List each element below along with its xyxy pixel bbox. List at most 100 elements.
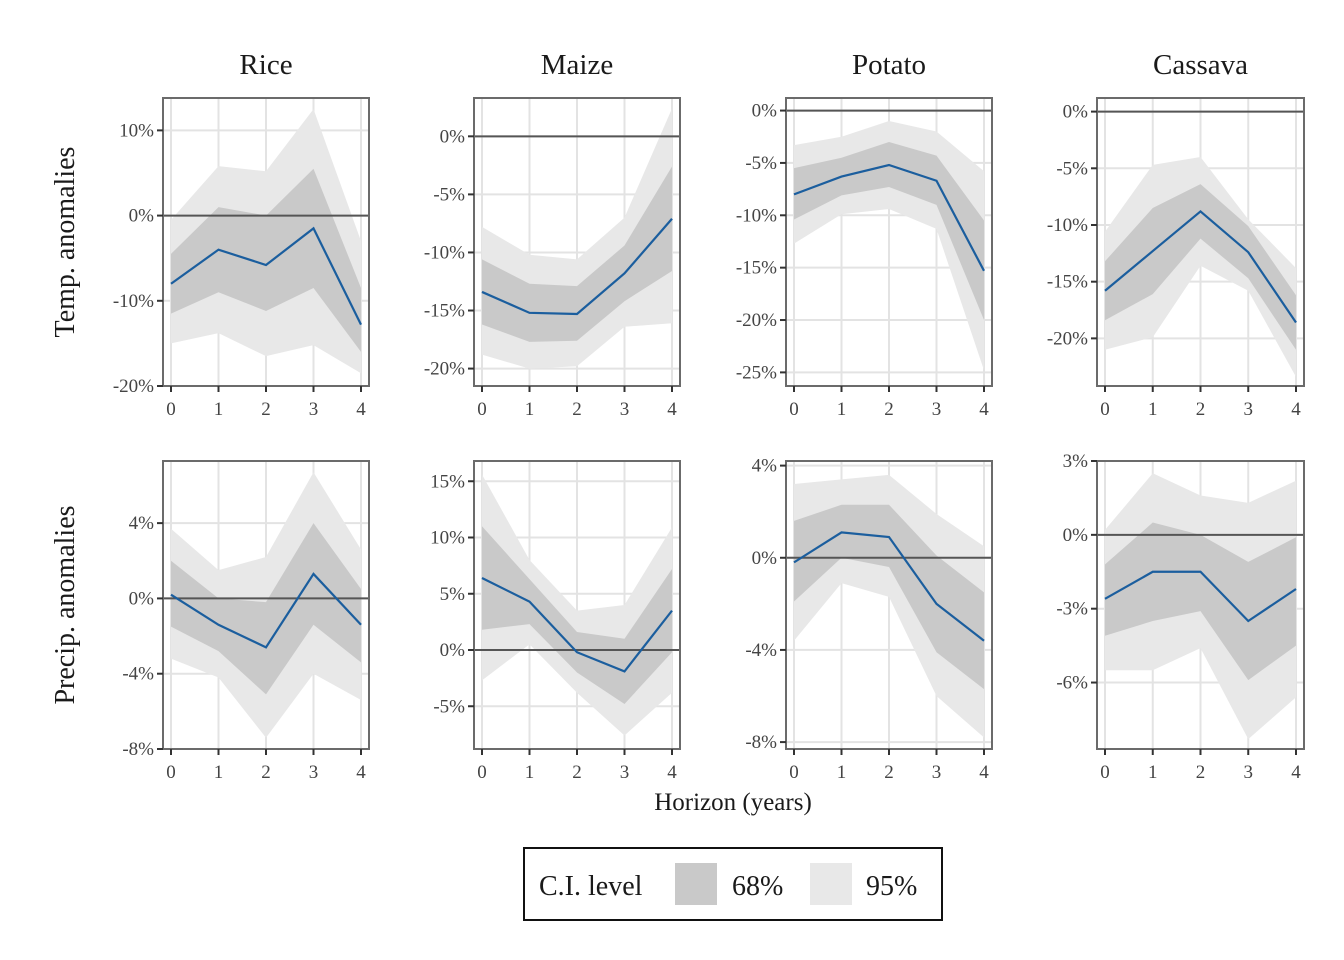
x-tick-label: 2	[572, 762, 582, 783]
x-tick-label: 2	[884, 399, 894, 420]
column-title-cassava: Cassava	[1153, 49, 1248, 81]
y-tick-label: 10%	[430, 528, 465, 549]
column-title-maize: Maize	[541, 49, 613, 81]
x-tick-label: 1	[837, 399, 847, 420]
x-tick-label: 3	[1244, 399, 1254, 420]
x-tick-label: 3	[620, 399, 630, 420]
y-tick-label: -5%	[433, 696, 465, 717]
x-tick-label: 4	[667, 762, 677, 783]
x-tick-label: 4	[667, 399, 677, 420]
x-tick-label: 0	[166, 399, 176, 420]
panel-cassava-precip: 3% 0% -3% -6% 0 1 2 3 4	[1056, 451, 1305, 783]
x-tick-label: 3	[620, 762, 630, 783]
y-tick-label: 0%	[440, 640, 466, 661]
ci-68-band	[1105, 184, 1296, 350]
panel-rice-precip: 4% 0% -4% -8% 0 1 2 3 4	[122, 460, 370, 783]
y-tick-label: 0%	[752, 101, 778, 122]
x-tick-label: 1	[214, 762, 224, 783]
x-tick-label: 3	[1244, 762, 1254, 783]
legend-label-68: 68%	[732, 871, 783, 902]
x-tick-label: 2	[261, 399, 271, 420]
x-tick-label: 4	[1291, 762, 1301, 783]
estimate-line	[481, 577, 673, 673]
legend-title: C.I. level	[539, 871, 643, 902]
estimate-line	[170, 572, 362, 649]
legend-swatch-68	[675, 863, 717, 905]
y-tick-label: -10%	[113, 291, 154, 312]
y-tick-label: -20%	[1047, 328, 1088, 349]
panel-maize-temp: 0% -5% -10% -15% -20% 0 1 2 3 4	[424, 97, 681, 420]
x-tick-label: 1	[1148, 399, 1158, 420]
y-tick-label: 4%	[752, 456, 778, 477]
y-tick-label: 0%	[129, 588, 155, 609]
y-tick-label: -15%	[736, 258, 777, 279]
y-tick-label: 15%	[430, 471, 465, 492]
y-tick-label: -3%	[1056, 599, 1088, 620]
panel-maize-precip: 15% 10% 5% 0% -5% 0 1 2 3 4	[430, 460, 681, 783]
x-tick-label: 1	[525, 399, 535, 420]
y-tick-label: 0%	[752, 548, 778, 569]
x-tick-label: 2	[572, 399, 582, 420]
y-tick-label: -10%	[424, 242, 465, 263]
y-tick-label: 0%	[440, 126, 466, 147]
ci-68-band	[1105, 522, 1296, 681]
y-tick-label: 0%	[129, 206, 155, 227]
y-tick-label: -10%	[736, 205, 777, 226]
y-tick-label: 0%	[1063, 525, 1089, 546]
y-tick-label: -8%	[122, 739, 154, 760]
panel-potato-precip: 4% 0% -4% -8% 0 1 2 3 4	[745, 456, 993, 783]
x-tick-label: 0	[166, 762, 176, 783]
row-title: Temp. anomalies	[50, 147, 81, 338]
y-tick-label: -5%	[433, 184, 465, 205]
legend-box	[523, 847, 943, 921]
panel-rice-temp: 10% 0% -10% -20% 0 1 2 3 4	[113, 97, 370, 420]
panel-cassava-temp: 0% -5% -10% -15% -20% 0 1 2 3 4	[1047, 97, 1305, 420]
x-tick-label: 4	[1291, 399, 1301, 420]
x-tick-label: 4	[979, 762, 989, 783]
y-tick-label: -15%	[1047, 272, 1088, 293]
y-tick-label: -6%	[1056, 673, 1088, 694]
y-tick-label: -10%	[1047, 215, 1088, 236]
y-tick-label: -25%	[736, 362, 777, 383]
row-titles: Temp. anomalies Precip. anomalies	[50, 147, 81, 705]
ci-68-band	[794, 504, 984, 690]
column-titles: Rice Maize Potato Cassava	[239, 49, 1248, 81]
estimate-line	[170, 226, 362, 326]
x-tick-label: 3	[309, 399, 319, 420]
estimate-line	[1104, 570, 1297, 623]
ci-68-band	[482, 166, 672, 342]
x-tick-label: 1	[214, 399, 224, 420]
x-axis-label: Horizon (years)	[654, 789, 812, 816]
legend-swatch-95	[810, 863, 852, 905]
x-tick-label: 0	[789, 762, 799, 783]
x-tick-label: 4	[356, 762, 366, 783]
y-tick-label: 5%	[440, 584, 466, 605]
panel-potato-temp: 0% -5% -10% -15% -20% -25% 0 1 2 3 4	[736, 97, 993, 420]
y-tick-label: 3%	[1063, 451, 1089, 472]
estimate-line	[793, 163, 985, 272]
x-tick-label: 1	[1148, 762, 1158, 783]
legend: C.I. level 68% 95%	[523, 847, 943, 921]
y-tick-label: -4%	[745, 640, 777, 661]
ci-68-band	[794, 141, 984, 321]
x-tick-label: 1	[837, 762, 847, 783]
x-tick-label: 2	[261, 762, 271, 783]
x-tick-label: 3	[932, 399, 942, 420]
x-tick-label: 1	[525, 762, 535, 783]
y-tick-label: -5%	[1056, 158, 1088, 179]
y-tick-label: -20%	[424, 359, 465, 380]
x-tick-label: 0	[1100, 762, 1110, 783]
estimate-line	[793, 531, 985, 642]
y-tick-label: -20%	[736, 310, 777, 331]
estimate-line	[481, 218, 673, 316]
x-tick-label: 2	[884, 762, 894, 783]
x-tick-label: 0	[477, 762, 487, 783]
ci-68-band	[482, 526, 672, 704]
estimate-line	[1104, 209, 1297, 324]
facet-panels: 10%0%-10%-20%0 1 2 3 40%-5%-10%-15%-20%0 1 2 3 4…	[113, 97, 1305, 783]
x-tick-label: 2	[1196, 762, 1206, 783]
x-tick-label: 4	[979, 399, 989, 420]
x-tick-label: 0	[477, 399, 487, 420]
y-tick-label: 10%	[119, 120, 154, 141]
